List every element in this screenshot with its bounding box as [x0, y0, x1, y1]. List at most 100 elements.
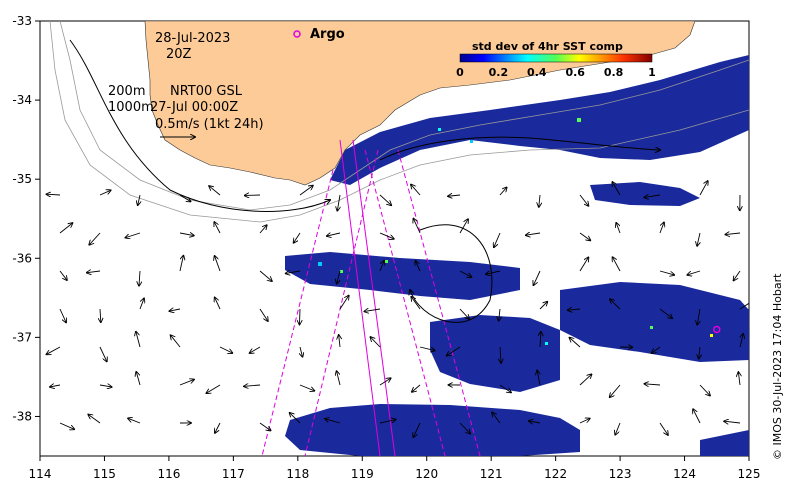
y-tick-label: -33 [12, 14, 32, 28]
x-tick-label: 120 [415, 467, 438, 481]
y-tick-label: -37 [12, 330, 32, 344]
current-vector [50, 385, 61, 387]
current-vector [499, 308, 500, 321]
current-vector [500, 346, 501, 363]
current-vector [300, 346, 302, 357]
current-vector [644, 384, 661, 385]
current-vectors [47, 181, 749, 437]
current-vector [579, 257, 588, 272]
current-vector [139, 298, 144, 310]
current-vector [459, 422, 470, 434]
current-vector [697, 232, 700, 246]
current-vector [659, 222, 664, 234]
current-vector [99, 385, 112, 387]
current-vector [138, 194, 140, 205]
scale-label: 0.5m/s (1kt 24h) [155, 117, 264, 132]
current-vector [492, 412, 501, 424]
current-vector [693, 409, 701, 424]
current-vector [244, 385, 261, 386]
current-vector [370, 337, 381, 348]
current-vector [494, 232, 501, 247]
y-axis: -33 -34 -35 -36 -37 -38 [12, 14, 40, 423]
depth-contour-label-2: 1000m [108, 100, 154, 115]
current-vector [364, 309, 381, 311]
current-vector [413, 422, 421, 437]
current-vector [299, 384, 314, 391]
colorbar-tick-label: 1 [648, 66, 656, 79]
current-vector [219, 346, 232, 353]
current-vector [259, 270, 272, 281]
current-vector [179, 256, 183, 272]
current-vector [447, 346, 461, 356]
y-tick-label: -38 [12, 409, 32, 423]
sst-speckles [318, 118, 713, 345]
current-vector [644, 195, 661, 197]
current-vector [499, 187, 507, 196]
current-vector [179, 233, 194, 236]
sst-patch-central [430, 315, 560, 392]
current-vector [413, 219, 421, 234]
current-vector [99, 346, 107, 361]
y-tick-label: -35 [12, 172, 32, 186]
colorbar-tick-label: 0.8 [604, 66, 624, 79]
current-vector [136, 332, 141, 348]
current-vector [533, 270, 541, 285]
current-vector [337, 270, 340, 284]
current-vector [379, 232, 394, 239]
current-vector [539, 194, 540, 207]
sst-patch-mid [285, 252, 520, 300]
map-date: 28-Jul-2023 [155, 31, 230, 46]
argo-float-marker [713, 325, 721, 334]
current-vector [659, 270, 674, 275]
current-vector [259, 422, 271, 430]
current-vector [499, 384, 511, 392]
current-vector [89, 232, 101, 245]
current-vector [337, 371, 341, 386]
current-vector [299, 186, 313, 196]
current-vector [570, 338, 581, 348]
current-vector [286, 271, 301, 273]
current-vector [215, 297, 221, 310]
current-vector [179, 194, 190, 202]
current-vector [610, 299, 621, 310]
sst-patch-south [285, 404, 580, 456]
x-tick-label: 122 [544, 467, 567, 481]
current-vector [415, 261, 421, 272]
satellite-tracks [261, 139, 481, 456]
x-tick-label: 124 [673, 467, 696, 481]
sst-patch-small [590, 182, 700, 206]
current-vector [738, 372, 740, 386]
current-vector [486, 270, 501, 274]
current-vector [699, 181, 708, 196]
current-vector [615, 422, 621, 435]
current-vector [88, 415, 101, 424]
current-vector [379, 194, 391, 205]
current-vector [259, 225, 267, 234]
current-vector [294, 232, 301, 243]
current-vector [171, 335, 181, 348]
colorbar-gradient [459, 53, 653, 63]
current-vector [299, 308, 300, 324]
sst-std-dev-field [285, 55, 749, 456]
current-vector [725, 233, 741, 235]
current-vector [537, 371, 540, 386]
current-vector [325, 419, 341, 424]
current-vector [739, 301, 749, 310]
current-vector [169, 309, 181, 311]
sst-patch-east [560, 282, 749, 362]
sst-patch-southeast [700, 430, 749, 456]
current-vector [139, 270, 140, 286]
x-tick-label: 119 [351, 467, 374, 481]
current-vector [411, 185, 421, 196]
current-vector [613, 257, 621, 272]
current-vector [610, 384, 621, 397]
current-vector [250, 346, 261, 353]
current-vector [128, 418, 141, 424]
current-vector [529, 421, 541, 423]
current-vector [290, 413, 301, 424]
current-vector [616, 223, 621, 234]
current-vector [339, 335, 340, 348]
current-vector [734, 270, 741, 280]
current-vector [206, 384, 221, 393]
current-vector [687, 270, 701, 275]
